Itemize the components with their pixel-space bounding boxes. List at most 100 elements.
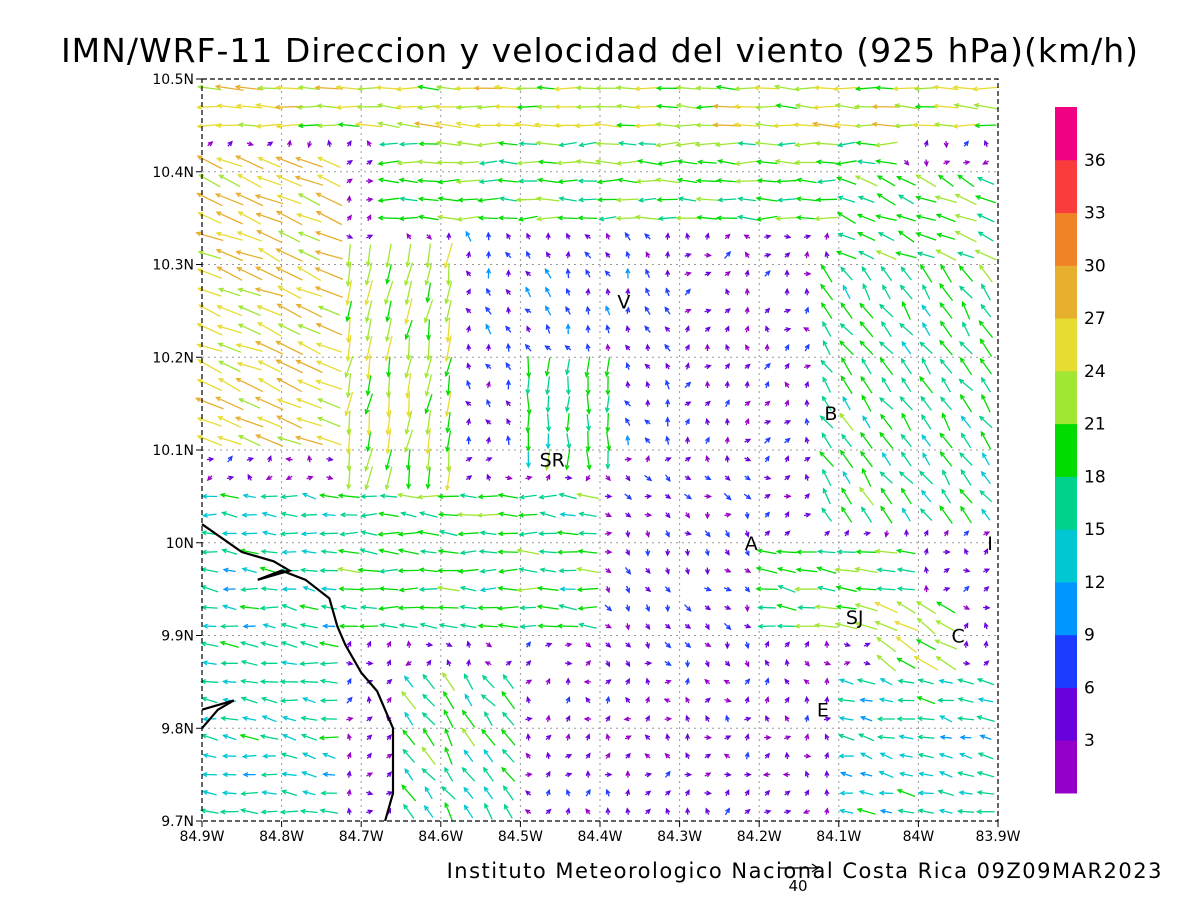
wind-arrow bbox=[485, 436, 491, 444]
wind-arrow bbox=[483, 748, 494, 763]
wind-arrow-shaft bbox=[366, 318, 372, 341]
wind-arrow-head bbox=[255, 212, 262, 218]
wind-arrow bbox=[576, 587, 599, 593]
wind-arrow-head bbox=[819, 450, 825, 457]
wind-arrow-head bbox=[744, 550, 750, 557]
wind-arrow-shaft bbox=[256, 341, 284, 355]
wind-arrow bbox=[859, 340, 874, 356]
wind-arrow-shaft bbox=[921, 434, 931, 447]
wind-arrow bbox=[526, 356, 532, 379]
wind-arrow-shaft bbox=[900, 267, 912, 281]
wind-arrow-head bbox=[704, 678, 710, 685]
x-tick-label: 84.2W bbox=[737, 829, 782, 845]
wind-arrow-head bbox=[956, 716, 963, 722]
wind-arrow-head bbox=[744, 513, 750, 520]
wind-arrow bbox=[221, 734, 237, 741]
wind-arrow-head bbox=[248, 141, 255, 147]
wind-arrow-head bbox=[664, 752, 671, 759]
wind-arrow-shaft bbox=[856, 551, 877, 553]
wind-arrow-head bbox=[346, 640, 352, 647]
wind-arrow bbox=[425, 319, 432, 341]
wind-arrow bbox=[315, 210, 343, 226]
wind-arrow-head bbox=[196, 416, 203, 422]
wind-arrow-head bbox=[724, 550, 730, 556]
wind-arrow-head bbox=[645, 568, 651, 575]
wind-arrow-head bbox=[853, 104, 860, 110]
wind-arrow-head bbox=[854, 603, 861, 608]
wind-arrow-shaft bbox=[635, 124, 661, 127]
wind-arrow-shaft bbox=[697, 216, 718, 220]
wind-arrow-head bbox=[364, 280, 370, 287]
wind-arrow bbox=[314, 250, 343, 260]
wind-arrow-head bbox=[956, 251, 963, 257]
wind-arrow bbox=[385, 243, 392, 269]
wind-arrow bbox=[405, 372, 412, 399]
wind-arrow-head bbox=[578, 622, 585, 628]
wind-arrow-shaft bbox=[545, 357, 551, 376]
wind-arrow-head bbox=[644, 305, 650, 312]
wind-arrow-head bbox=[974, 249, 981, 255]
wind-arrow-shaft bbox=[296, 287, 323, 298]
wind-arrow-shaft bbox=[960, 394, 973, 413]
wind-arrow-head bbox=[644, 233, 650, 239]
wind-arrow-head bbox=[377, 121, 384, 127]
wind-arrow-head bbox=[566, 754, 573, 759]
wind-arrow bbox=[899, 322, 914, 336]
wind-arrow bbox=[281, 771, 297, 777]
wind-arrow-head bbox=[879, 397, 885, 403]
wind-arrow-head bbox=[616, 122, 622, 128]
wind-arrow-shaft bbox=[500, 197, 517, 202]
wind-arrow-head bbox=[625, 642, 632, 648]
wind-arrow-head bbox=[944, 567, 950, 574]
wind-arrow-head bbox=[438, 622, 445, 628]
wind-arrow-head bbox=[784, 381, 790, 388]
wind-arrow bbox=[764, 252, 772, 258]
wind-arrow bbox=[345, 373, 352, 399]
wind-arrow-shaft bbox=[258, 157, 281, 168]
wind-arrow-shaft bbox=[397, 161, 421, 164]
wind-arrow-head bbox=[856, 678, 863, 684]
wind-arrow-head bbox=[505, 362, 511, 368]
wind-arrow-head bbox=[633, 86, 640, 92]
wind-arrow-shaft bbox=[262, 715, 277, 723]
wind-arrow-shaft bbox=[447, 447, 450, 471]
wind-arrow bbox=[220, 715, 239, 721]
wind-arrow-shaft bbox=[856, 587, 877, 591]
wind-arrow-head bbox=[606, 512, 612, 517]
wind-arrow-head bbox=[221, 530, 228, 536]
wind-arrow-head bbox=[913, 86, 920, 92]
wind-arrow-head bbox=[838, 808, 845, 814]
wind-arrow bbox=[960, 432, 972, 449]
wind-arrow-head bbox=[895, 213, 902, 219]
wind-arrow-shaft bbox=[303, 790, 316, 796]
wind-arrow-shaft bbox=[517, 549, 540, 555]
wind-arrow-head bbox=[616, 177, 623, 183]
wind-arrow-head bbox=[940, 263, 946, 270]
wind-arrow bbox=[917, 790, 934, 796]
wind-arrow-shaft bbox=[918, 792, 934, 795]
wind-arrow-shaft bbox=[258, 248, 281, 263]
wind-arrow-shaft bbox=[775, 160, 799, 165]
wind-arrow bbox=[366, 695, 372, 704]
wind-arrow-head bbox=[694, 142, 701, 148]
wind-arrow bbox=[402, 748, 415, 763]
wind-arrow bbox=[526, 393, 532, 416]
wind-arrow bbox=[545, 751, 551, 760]
wind-arrow-shaft bbox=[462, 767, 476, 782]
wind-arrow bbox=[943, 529, 949, 537]
wind-arrow bbox=[835, 604, 857, 610]
wind-arrow bbox=[635, 178, 659, 185]
wind-arrow bbox=[436, 585, 460, 592]
wind-arrow bbox=[236, 361, 262, 371]
wind-arrow-head bbox=[556, 623, 563, 629]
wind-arrow-head bbox=[237, 435, 244, 440]
wind-arrow-shaft bbox=[295, 176, 324, 186]
wind-arrow bbox=[704, 623, 710, 631]
wind-arrow-head bbox=[206, 475, 213, 482]
wind-arrow-shaft bbox=[256, 434, 284, 447]
wind-arrow-shaft bbox=[237, 231, 262, 242]
wind-arrow-head bbox=[299, 567, 306, 573]
wind-arrow-shaft bbox=[278, 230, 301, 243]
wind-arrow bbox=[346, 214, 353, 221]
